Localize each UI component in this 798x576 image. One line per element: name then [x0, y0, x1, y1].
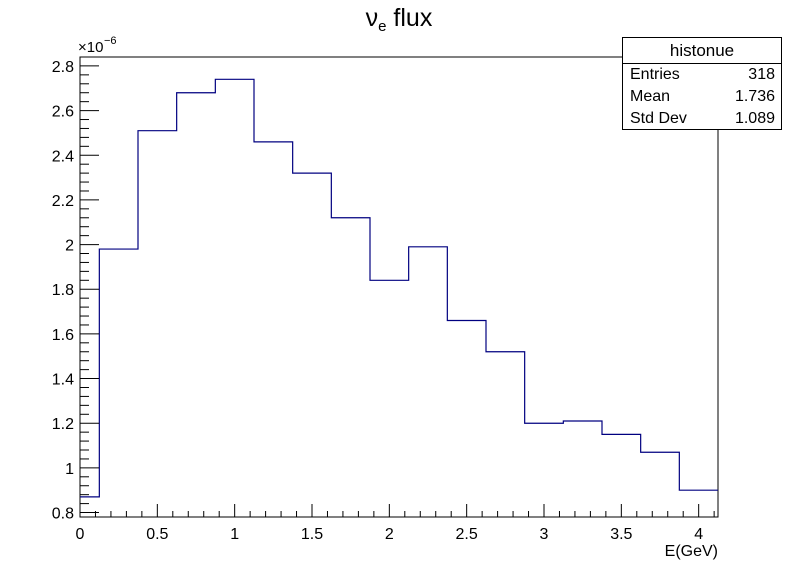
y-tick-label: 2: [65, 238, 74, 255]
stats-row-mean: Mean 1.736: [623, 86, 781, 108]
x-tick-label: 4: [694, 526, 703, 543]
y-axis-multiplier: ×10: [78, 39, 103, 56]
x-tick-label: 0.5: [146, 526, 168, 543]
x-tick-label: 1: [230, 526, 239, 543]
y-tick-label: 1.8: [52, 282, 74, 299]
stats-box: histonue Entries 318 Mean 1.736 Std Dev …: [622, 37, 782, 130]
y-tick-label: 2.8: [52, 59, 74, 76]
stats-row-entries: Entries 318: [623, 64, 781, 86]
x-axis-label: E(GeV): [665, 543, 718, 560]
x-tick-label: 2: [385, 526, 394, 543]
y-tick-label: 2.6: [52, 104, 74, 121]
x-tick-label: 0: [76, 526, 85, 543]
title-rest: flux: [386, 4, 433, 32]
title-nu: ν: [365, 4, 379, 32]
stats-box-title: histonue: [623, 38, 781, 64]
chart-title: νe flux: [0, 4, 798, 35]
stats-value: 1.089: [734, 110, 775, 127]
y-tick-label: 1: [65, 461, 74, 478]
y-tick-label: 0.8: [52, 506, 74, 523]
stats-value: 318: [748, 66, 775, 83]
y-tick-label: 1.4: [52, 372, 74, 389]
title-subscript: e: [378, 18, 387, 35]
y-tick-label: 1.6: [52, 327, 74, 344]
stats-value: 1.736: [734, 88, 775, 105]
histogram-line: [80, 78, 718, 498]
y-tick-label: 2.2: [52, 193, 74, 210]
stats-label: Mean: [630, 88, 671, 105]
x-tick-label: 3.5: [610, 526, 632, 543]
stats-label: Entries: [630, 66, 680, 83]
y-axis-exponent: −6: [104, 35, 117, 47]
x-tick-label: 2.5: [456, 526, 478, 543]
y-tick-label: 1.2: [52, 416, 74, 433]
x-tick-label: 3: [540, 526, 549, 543]
stats-row-stddev: Std Dev 1.089: [623, 108, 781, 130]
y-tick-label: 2.4: [52, 148, 74, 165]
stats-label: Std Dev: [630, 110, 687, 127]
plot-frame: [79, 56, 719, 518]
x-tick-label: 1.5: [301, 526, 323, 543]
